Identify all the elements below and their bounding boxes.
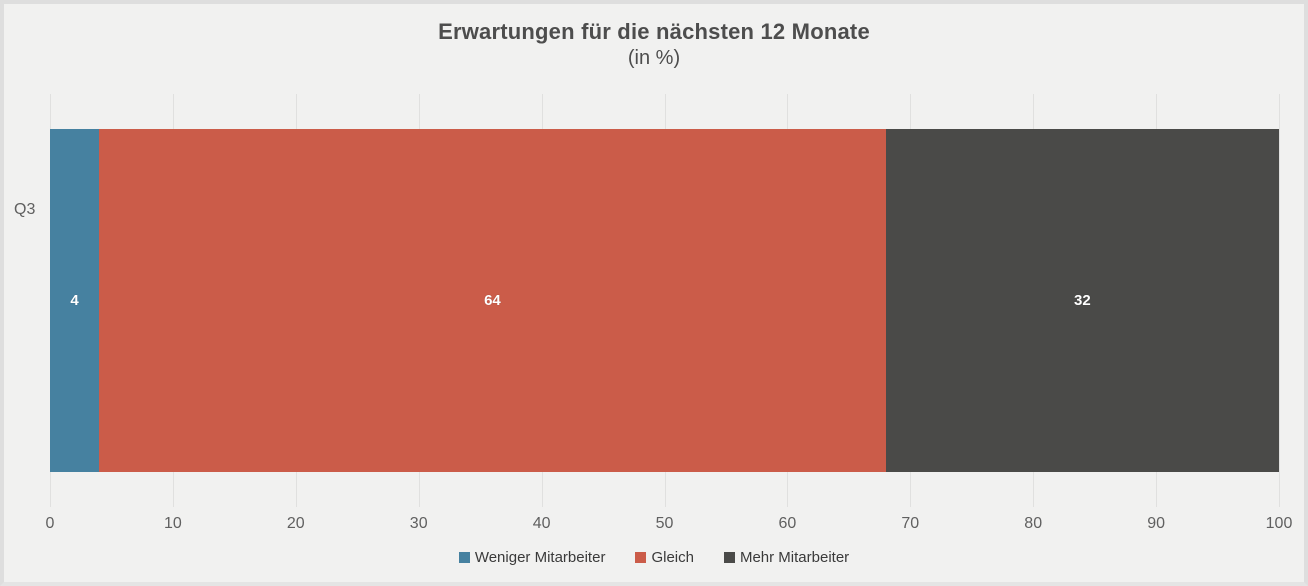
x-tick-label-30: 30 — [409, 515, 428, 532]
y-axis-category-label: Q3 — [14, 201, 36, 218]
legend-square-icon — [723, 552, 735, 563]
x-tick-label-70: 70 — [901, 515, 920, 532]
bar-segment-gleich[interactable]: 64 — [99, 129, 886, 472]
x-tick-label-0: 0 — [45, 515, 55, 532]
x-tick-label-10: 10 — [163, 515, 182, 532]
legend-label: Mehr Mitarbeiter — [739, 549, 850, 566]
chart-title: Erwartungen für die nächsten 12 Monate — [438, 19, 870, 44]
chart-subtitle: (in %) — [627, 47, 681, 69]
legend: Weniger Mitarbeiter Gleich Mehr Mitarbeite… — [4, 549, 1304, 566]
bar-value-label: 32 — [1073, 292, 1091, 309]
plot-area: 4 64 32 0 10 20 30 40 50 60 70 80 90 100 — [46, 94, 1292, 532]
x-tick-label-20: 20 — [286, 515, 305, 532]
bar-value-label: 64 — [484, 292, 501, 309]
legend-square-icon — [458, 552, 470, 563]
x-tick-label-80: 80 — [1024, 515, 1043, 532]
bar-value-label: 4 — [70, 292, 79, 309]
legend-square-icon — [635, 552, 647, 563]
x-tick-label-100: 100 — [1265, 515, 1293, 532]
x-tick-label-90: 90 — [1147, 515, 1165, 532]
bar-segment-mehr-mitarbeiter[interactable]: 32 — [885, 129, 1279, 472]
x-tick-label-60: 60 — [778, 515, 797, 532]
bar-segment-weniger-mitarbeiter[interactable]: 4 — [50, 129, 100, 472]
x-tick-label-40: 40 — [532, 515, 551, 532]
legend-label: Gleich — [651, 549, 694, 566]
stacked-bar-q3: 4 64 32 — [50, 129, 1279, 472]
legend-item-weniger-mitarbeiter[interactable]: Weniger Mitarbeiter — [458, 549, 606, 566]
gridline-100 — [1279, 94, 1280, 507]
legend-item-gleich[interactable]: Gleich — [635, 549, 694, 566]
legend-label: Weniger Mitarbeiter — [474, 549, 606, 566]
legend-item-mehr-mitarbeiter[interactable]: Mehr Mitarbeiter — [723, 549, 850, 566]
x-tick-label-50: 50 — [655, 515, 674, 532]
